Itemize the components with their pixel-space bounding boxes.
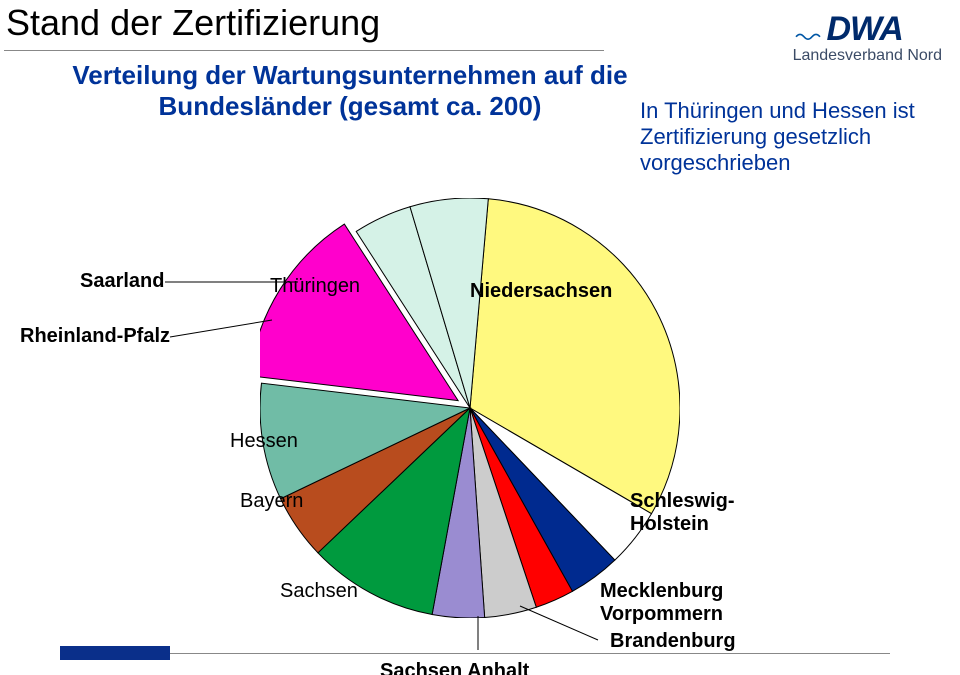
- slice-label: Rheinland-Pfalz: [20, 325, 170, 348]
- slice-label: Sachsen Anhalt: [380, 660, 529, 675]
- pie-chart: [260, 198, 680, 618]
- wave-icon: [793, 32, 823, 40]
- slice-label: Brandenburg: [610, 630, 736, 653]
- footer-accent: [60, 646, 170, 660]
- slice-label: Schleswig- Holstein: [630, 490, 734, 536]
- subtitle-line2: Bundesländer (gesamt ca. 200): [159, 91, 542, 121]
- footer-rule: [170, 653, 890, 654]
- slice-label: Bayern: [240, 490, 303, 513]
- slice-label: Thüringen: [270, 275, 360, 298]
- slice-label: Niedersachsen: [470, 280, 612, 303]
- slice-label: Hessen: [230, 430, 298, 453]
- slice-label: Mecklenburg Vorpommern: [600, 580, 723, 626]
- logo-text: DWA: [826, 10, 902, 48]
- slice-label: Sachsen: [280, 580, 358, 603]
- subtitle: Verteilung der Wartungsunternehmen auf d…: [50, 60, 650, 122]
- page-title: Stand der Zertifizierung: [6, 2, 380, 44]
- subtitle-line1: Verteilung der Wartungsunternehmen auf d…: [72, 60, 627, 90]
- slice-label: Saarland: [80, 270, 164, 293]
- dwa-logo: DWA Landesverband Nord: [793, 10, 942, 65]
- title-rule: [4, 50, 604, 51]
- logo-sub: Landesverband Nord: [793, 47, 942, 65]
- note-text: In Thüringen und Hessen ist Zertifizieru…: [640, 98, 940, 176]
